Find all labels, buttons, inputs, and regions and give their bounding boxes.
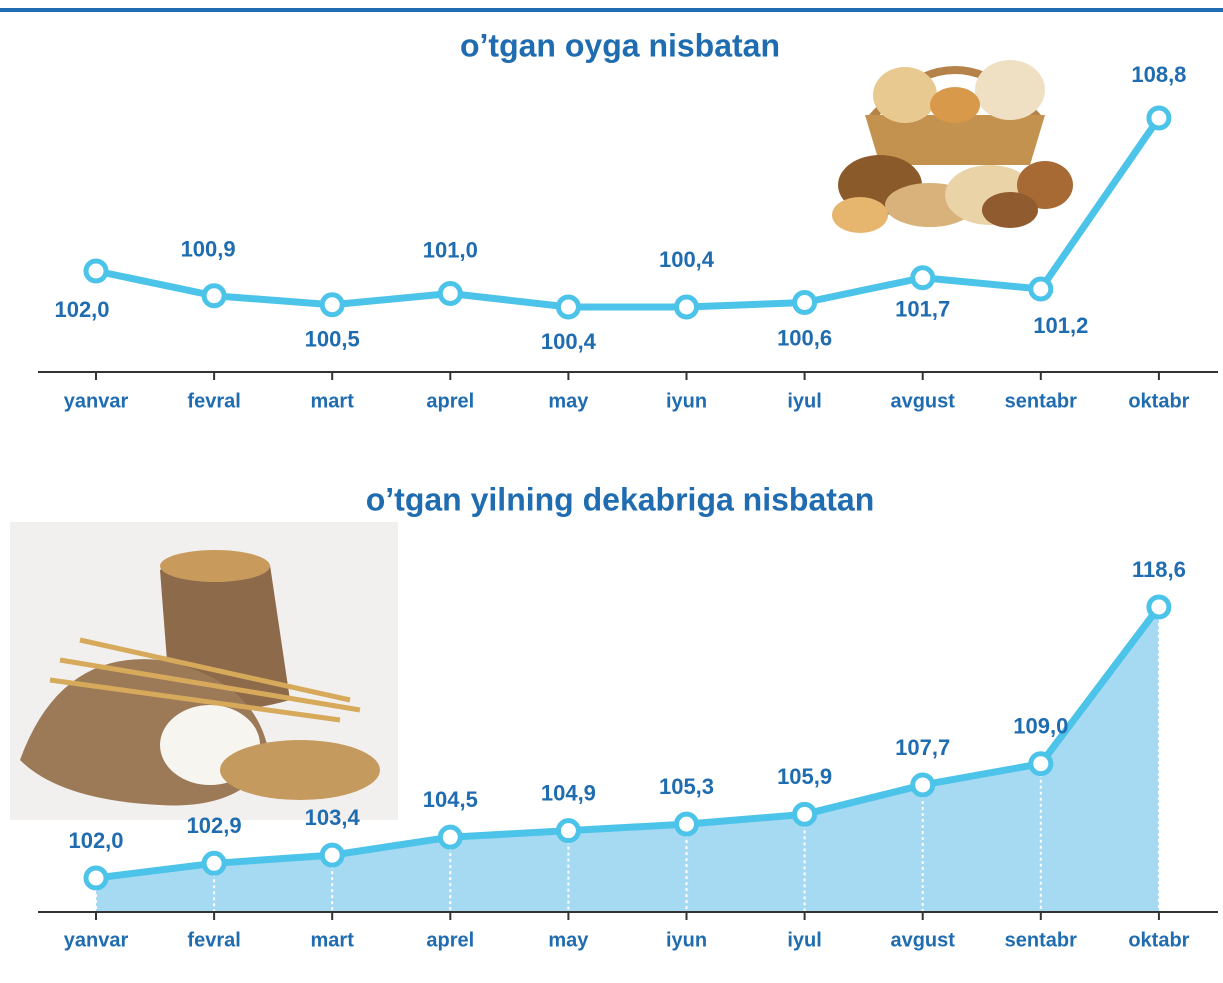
point bbox=[910, 772, 936, 798]
value-label: 105,3 bbox=[659, 774, 714, 799]
point bbox=[1028, 751, 1054, 777]
value-label: 103,4 bbox=[305, 805, 361, 830]
point bbox=[319, 292, 345, 318]
point bbox=[1146, 594, 1172, 620]
x-tick-label: fevral bbox=[187, 390, 240, 412]
x-tick-label: mart bbox=[311, 390, 355, 412]
point bbox=[83, 258, 109, 284]
value-label: 101,2 bbox=[1033, 313, 1088, 338]
value-label: 108,8 bbox=[1131, 62, 1186, 87]
point bbox=[437, 281, 463, 306]
value-label: 100,4 bbox=[659, 247, 715, 272]
x-tick-label: iyun bbox=[666, 390, 707, 412]
value-label: 104,9 bbox=[541, 780, 596, 805]
value-label: 100,6 bbox=[777, 325, 832, 350]
point bbox=[201, 850, 227, 876]
chart-title: o’tgan yilning dekabriga nisbatan bbox=[366, 481, 875, 517]
x-tick-label: avgust bbox=[890, 390, 955, 412]
x-tick-label: oktabr bbox=[1128, 929, 1189, 951]
value-label: 102,0 bbox=[54, 297, 109, 322]
point bbox=[1146, 105, 1172, 131]
x-tick-label: aprel bbox=[426, 929, 474, 951]
point bbox=[83, 865, 109, 891]
x-tick-label: yanvar bbox=[64, 390, 129, 412]
value-label: 101,7 bbox=[895, 297, 950, 322]
x-tick-label: sentabr bbox=[1005, 929, 1077, 951]
value-label: 107,7 bbox=[895, 735, 950, 760]
point bbox=[792, 801, 818, 827]
value-label: 102,0 bbox=[68, 828, 123, 853]
value-label: 100,4 bbox=[541, 329, 597, 354]
point bbox=[674, 294, 699, 320]
x-tick-label: avgust bbox=[890, 929, 955, 951]
point bbox=[437, 824, 463, 850]
x-tick-label: oktabr bbox=[1128, 390, 1189, 412]
value-label: 101,0 bbox=[423, 237, 478, 262]
x-tick-label: mart bbox=[311, 929, 355, 951]
x-tick-label: iyul bbox=[787, 390, 821, 412]
point bbox=[792, 290, 818, 315]
line bbox=[95, 116, 1162, 311]
x-tick-label: iyun bbox=[666, 929, 707, 951]
point bbox=[201, 283, 227, 309]
value-label: 109,0 bbox=[1013, 714, 1068, 739]
line bbox=[95, 604, 1162, 882]
x-tick-label: sentabr bbox=[1005, 390, 1077, 412]
area-fill bbox=[96, 607, 1159, 912]
point bbox=[319, 842, 345, 868]
value-label: 100,5 bbox=[305, 327, 360, 352]
value-label: 102,9 bbox=[187, 813, 242, 838]
point bbox=[1028, 276, 1054, 302]
point bbox=[910, 265, 936, 291]
x-tick-label: may bbox=[548, 929, 589, 951]
x-tick-label: aprel bbox=[426, 390, 474, 412]
point bbox=[555, 294, 581, 320]
x-tick-label: fevral bbox=[187, 929, 240, 951]
chart-title: o’tgan oyga nisbatan bbox=[460, 27, 780, 63]
value-label: 100,9 bbox=[181, 237, 236, 262]
point bbox=[674, 811, 699, 837]
x-tick-label: may bbox=[548, 390, 589, 412]
value-label: 104,5 bbox=[423, 787, 478, 812]
point bbox=[555, 818, 581, 844]
x-tick-label: iyul bbox=[787, 929, 821, 951]
x-tick-label: yanvar bbox=[64, 929, 129, 951]
bread-image bbox=[832, 60, 1073, 233]
value-label: 105,9 bbox=[777, 764, 832, 789]
value-label: 118,6 bbox=[1132, 557, 1186, 582]
flour-sack-image bbox=[10, 522, 398, 820]
